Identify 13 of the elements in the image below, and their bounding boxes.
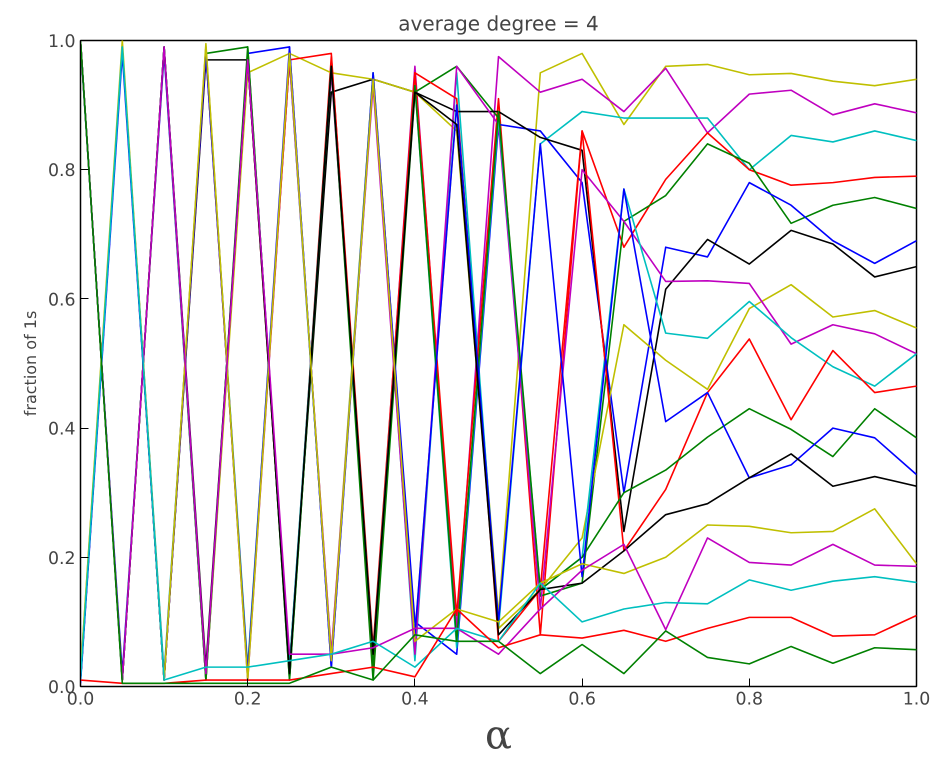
chart-title: average degree = 4 [398,12,599,36]
y-tick-label: 0.2 [48,548,76,569]
x-tick-label: 1.0 [902,690,930,710]
x-tick-label: 0.8 [736,690,764,710]
x-tick-label: 0.2 [234,690,262,710]
x-tick-label: 0.6 [568,690,596,710]
x-tick-label: 0.4 [401,690,429,710]
y-tick-label: 0.4 [48,420,76,440]
y-tick-label: 1.0 [48,32,76,52]
y-tick-label: 0.6 [48,290,76,310]
x-axis-title: α [484,712,512,758]
y-axis-title: fraction of 1s [20,310,40,416]
y-tick-label: 0.8 [48,161,76,182]
